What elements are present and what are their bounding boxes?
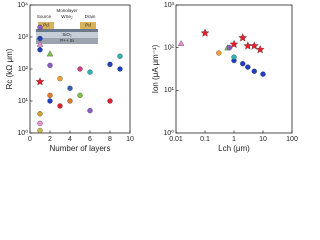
inset-label: P++ Si [60,38,74,43]
figure: 0 2 4 6 8 10 10⁰ 10¹ 10² 10³ 10⁴ Number of layers Rc… [5,2,298,153]
point [36,40,44,47]
point [245,64,251,70]
x-axis-label: Lch (μm) [218,144,250,153]
point [35,77,45,86]
point [37,120,43,127]
point [47,62,53,69]
x-tick-label: 10 [126,136,134,143]
point [107,61,113,67]
point [57,75,63,82]
point [249,41,259,50]
x-tick-label: 4 [68,136,72,143]
point [107,98,113,104]
y-tick-label: 10⁴ [17,2,28,9]
point [67,85,73,91]
point [37,127,43,134]
x-tick-label: 100 [286,136,298,143]
plot-frame [175,4,293,134]
inset-label: Source [37,14,52,19]
inset-label: Drain [85,14,96,19]
source-contact [38,22,54,29]
point [37,111,43,117]
x-tick-label: 0 [28,136,32,143]
y-tick-label: 10¹ [164,87,175,94]
y-tick-label: 10² [18,66,29,73]
point [37,35,43,42]
device-schematic: Source Monolayer WSe₂ Drain Pd Pd SiO₂ P… [36,8,98,44]
point [251,68,257,74]
point [87,107,93,114]
point [200,28,210,37]
inset-label: Monolayer [56,8,78,13]
x-tick-label: 6 [88,136,92,143]
point [117,53,123,59]
point [177,40,185,46]
inset-label: WSe₂ [61,14,73,19]
x-tick-label: 2 [48,136,52,143]
y-tick-label: 10⁰ [163,129,174,137]
point [238,33,248,42]
point [229,39,239,49]
point [243,41,253,50]
inset-label: SiO₂ [62,32,72,37]
si-substrate [36,38,98,44]
inset-label: Pd [43,23,49,28]
point [255,45,265,54]
x-tick-label: 1 [232,136,236,143]
y-tick-label: 10³ [164,2,175,9]
y-axis-label: Rc (kΩ μm) [5,48,14,89]
wse2-layer [36,29,98,32]
point [117,66,123,72]
y-tick-label: 10⁰ [17,129,28,137]
point [37,24,43,31]
point [46,50,54,57]
point [67,98,73,104]
point [260,71,266,77]
point [57,103,63,109]
point [77,66,83,72]
y-tick-label: 10¹ [18,98,29,105]
drain-contact [80,22,96,29]
x-tick-label: 8 [108,136,112,143]
sio2-layer [36,32,98,38]
point [87,69,93,75]
x-tick-label: 0.1 [200,136,210,143]
point [216,50,222,56]
point [77,92,83,99]
point [240,61,246,67]
x-axis-label: Number of layers [50,144,111,153]
point [37,47,43,53]
y-tick-label: 10³ [18,34,29,41]
point [47,98,53,104]
y-axis-label: Ion (μA μm⁻¹) [151,44,160,93]
point [231,54,237,60]
y-tick-label: 10² [164,45,175,52]
x-tick-label: 10 [259,136,267,143]
x-tick-label: 0.01 [169,136,183,143]
point [47,92,53,99]
point [226,45,233,51]
inset-label: Pd [85,23,91,28]
